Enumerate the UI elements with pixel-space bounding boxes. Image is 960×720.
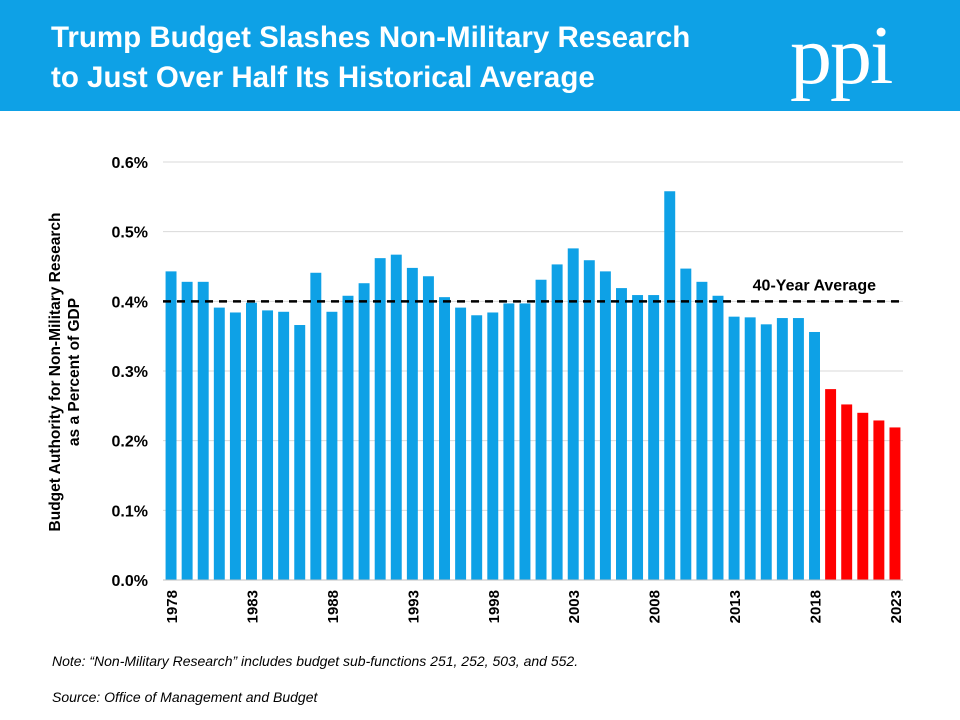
y-tick-label: 0.1% [112, 503, 148, 520]
x-tick-label-2018: 2018 [808, 590, 825, 623]
bar-1980 [197, 281, 209, 580]
title-banner: Trump Budget Slashes Non-Military Resear… [0, 0, 960, 111]
y-tick-label: 0.6% [112, 155, 148, 172]
bar-2004 [583, 260, 595, 580]
x-tick-label-2023: 2023 [888, 590, 905, 623]
x-tick-label-1998: 1998 [486, 590, 503, 623]
bar-2001 [535, 279, 547, 580]
bar-1990 [358, 283, 370, 580]
y-tick-labels: 0.0% 0.1% 0.2% 0.3% 0.4% 0.5% 0.6% [112, 155, 148, 590]
x-tick-label-1978: 1978 [164, 590, 181, 623]
bar-1986 [294, 325, 306, 580]
bar-1988 [326, 311, 338, 580]
bar-2006 [616, 288, 627, 580]
chart-title-line-2: to Just Over Half Its Historical Average [51, 61, 595, 94]
bar-2000 [519, 303, 531, 580]
bar-2015 [760, 324, 772, 580]
bar-2013 [728, 316, 740, 580]
bar-2021 [857, 412, 869, 580]
y-tick-label: 0.5% [112, 225, 148, 242]
bar-1992 [390, 254, 402, 580]
x-tick-label-1993: 1993 [405, 590, 422, 623]
x-tick-label-2013: 2013 [727, 590, 744, 623]
y-tick-label: 0.3% [112, 364, 148, 381]
y-axis-label-line-1: Budget Authority for Non-Military Resear… [47, 213, 64, 532]
bar-2005 [599, 271, 611, 580]
bars [165, 191, 901, 581]
bar-1997 [471, 315, 483, 580]
chart-source: Source: Office of Management and Budget [52, 689, 318, 705]
bar-2016 [776, 318, 788, 580]
bar-1993 [406, 267, 418, 580]
bar-1987 [310, 272, 322, 580]
average-line-label: 40-Year Average [753, 277, 876, 294]
bar-2002 [551, 264, 563, 580]
bar-2014 [744, 317, 756, 580]
bar-1981 [213, 307, 225, 580]
bar-1985 [278, 311, 290, 580]
bar-2011 [696, 281, 708, 580]
bar-1979 [181, 281, 193, 580]
bar-1998 [487, 312, 499, 580]
bar-1982 [229, 312, 241, 580]
bar-2009 [664, 191, 676, 580]
chart-note: Note: “Non-Military Research” includes b… [52, 653, 579, 669]
reference-line: 40-Year Average [163, 277, 903, 303]
x-tick-label-2008: 2008 [647, 590, 664, 623]
y-tick-label: 0.0% [112, 573, 148, 590]
bar-2003 [567, 248, 579, 581]
y-tick-label: 0.2% [112, 434, 148, 451]
chart-title: Trump Budget Slashes Non-Military Resear… [51, 18, 781, 98]
bar-1978 [165, 271, 177, 580]
chart-title-line-1: Trump Budget Slashes Non-Military Resear… [51, 21, 691, 54]
bar-1996 [455, 307, 467, 580]
bar-2019 [825, 389, 837, 580]
bar-2022 [873, 420, 885, 580]
bar-chart: 40-Year Average 0.0% 0.1% 0.2% 0.3% 0.4% 0.5%… [47, 155, 905, 623]
bar-2008 [648, 295, 660, 580]
bar-2018 [809, 331, 820, 580]
bar-1983 [246, 302, 257, 580]
bar-2023 [889, 427, 901, 580]
gridlines [163, 161, 903, 511]
bar-2020 [841, 404, 853, 580]
bar-2012 [712, 295, 724, 580]
x-tick-labels: 1978 1983 1988 1993 1998 2003 2008 2013 2018 2023 [164, 590, 905, 623]
ppi-logo: ppi [790, 9, 893, 102]
bar-2010 [680, 268, 692, 580]
bar-1989 [342, 295, 354, 580]
x-tick-label-1983: 1983 [244, 590, 261, 623]
y-axis-label-line-2: as a Percent of GDP [66, 298, 83, 446]
bar-2017 [792, 318, 804, 580]
bar-1994 [422, 276, 434, 580]
bar-1984 [262, 310, 274, 580]
bar-2007 [632, 295, 644, 580]
bar-1991 [374, 258, 386, 580]
bar-1995 [439, 297, 450, 580]
x-tick-label-1988: 1988 [325, 590, 342, 623]
x-tick-label-2003: 2003 [566, 590, 583, 623]
bar-1999 [503, 303, 515, 580]
y-tick-label: 0.4% [112, 294, 148, 311]
